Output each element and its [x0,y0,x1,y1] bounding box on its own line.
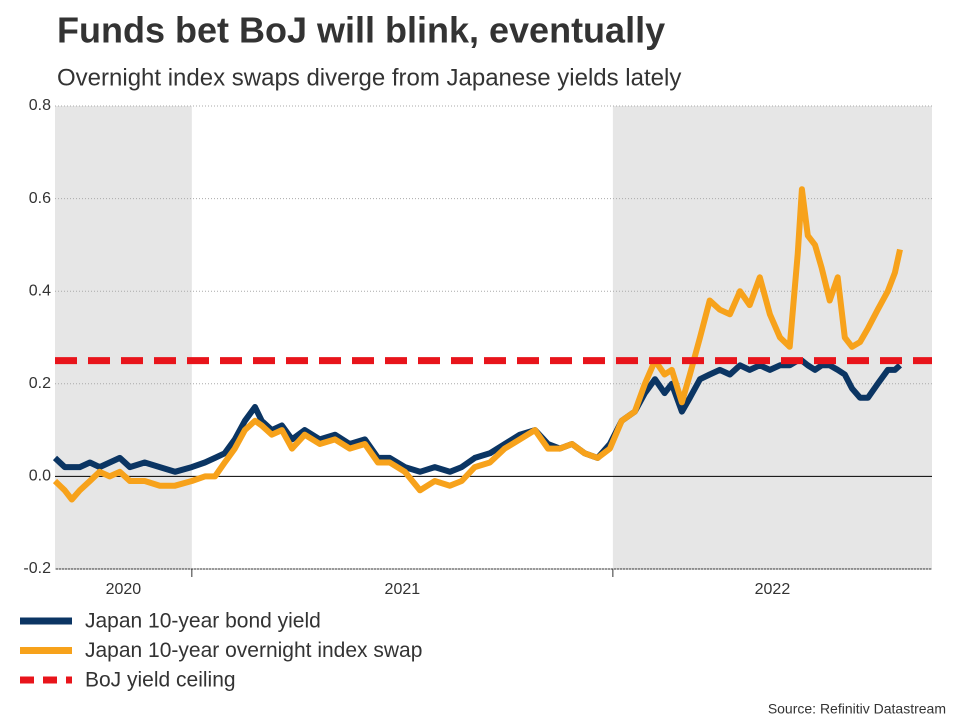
y-tick-label: 0.2 [29,375,51,392]
x-tick-label: 2021 [385,581,421,598]
y-tick-label: 0.0 [29,468,51,485]
year-band [612,106,932,569]
source: Source: Refinitiv Datastream [768,701,946,717]
legend-label: BoJ yield ceiling [85,669,236,692]
x-tick-label: 2022 [755,581,791,598]
y-tick-label: 0.4 [29,282,51,299]
chart-title: Funds bet BoJ will blink, eventually [57,10,665,51]
legend-label: Japan 10-year bond yield [85,610,321,633]
y-tick-label: 0.6 [29,190,51,207]
y-tick-label: 0.8 [29,97,51,114]
chart-subtitle: Overnight index swaps diverge from Japan… [57,64,681,91]
series-line [52,186,903,503]
legend-label: Japan 10-year overnight index swap [85,639,422,662]
y-tick-label: -0.2 [23,560,51,577]
x-tick-label: 2020 [106,581,142,598]
